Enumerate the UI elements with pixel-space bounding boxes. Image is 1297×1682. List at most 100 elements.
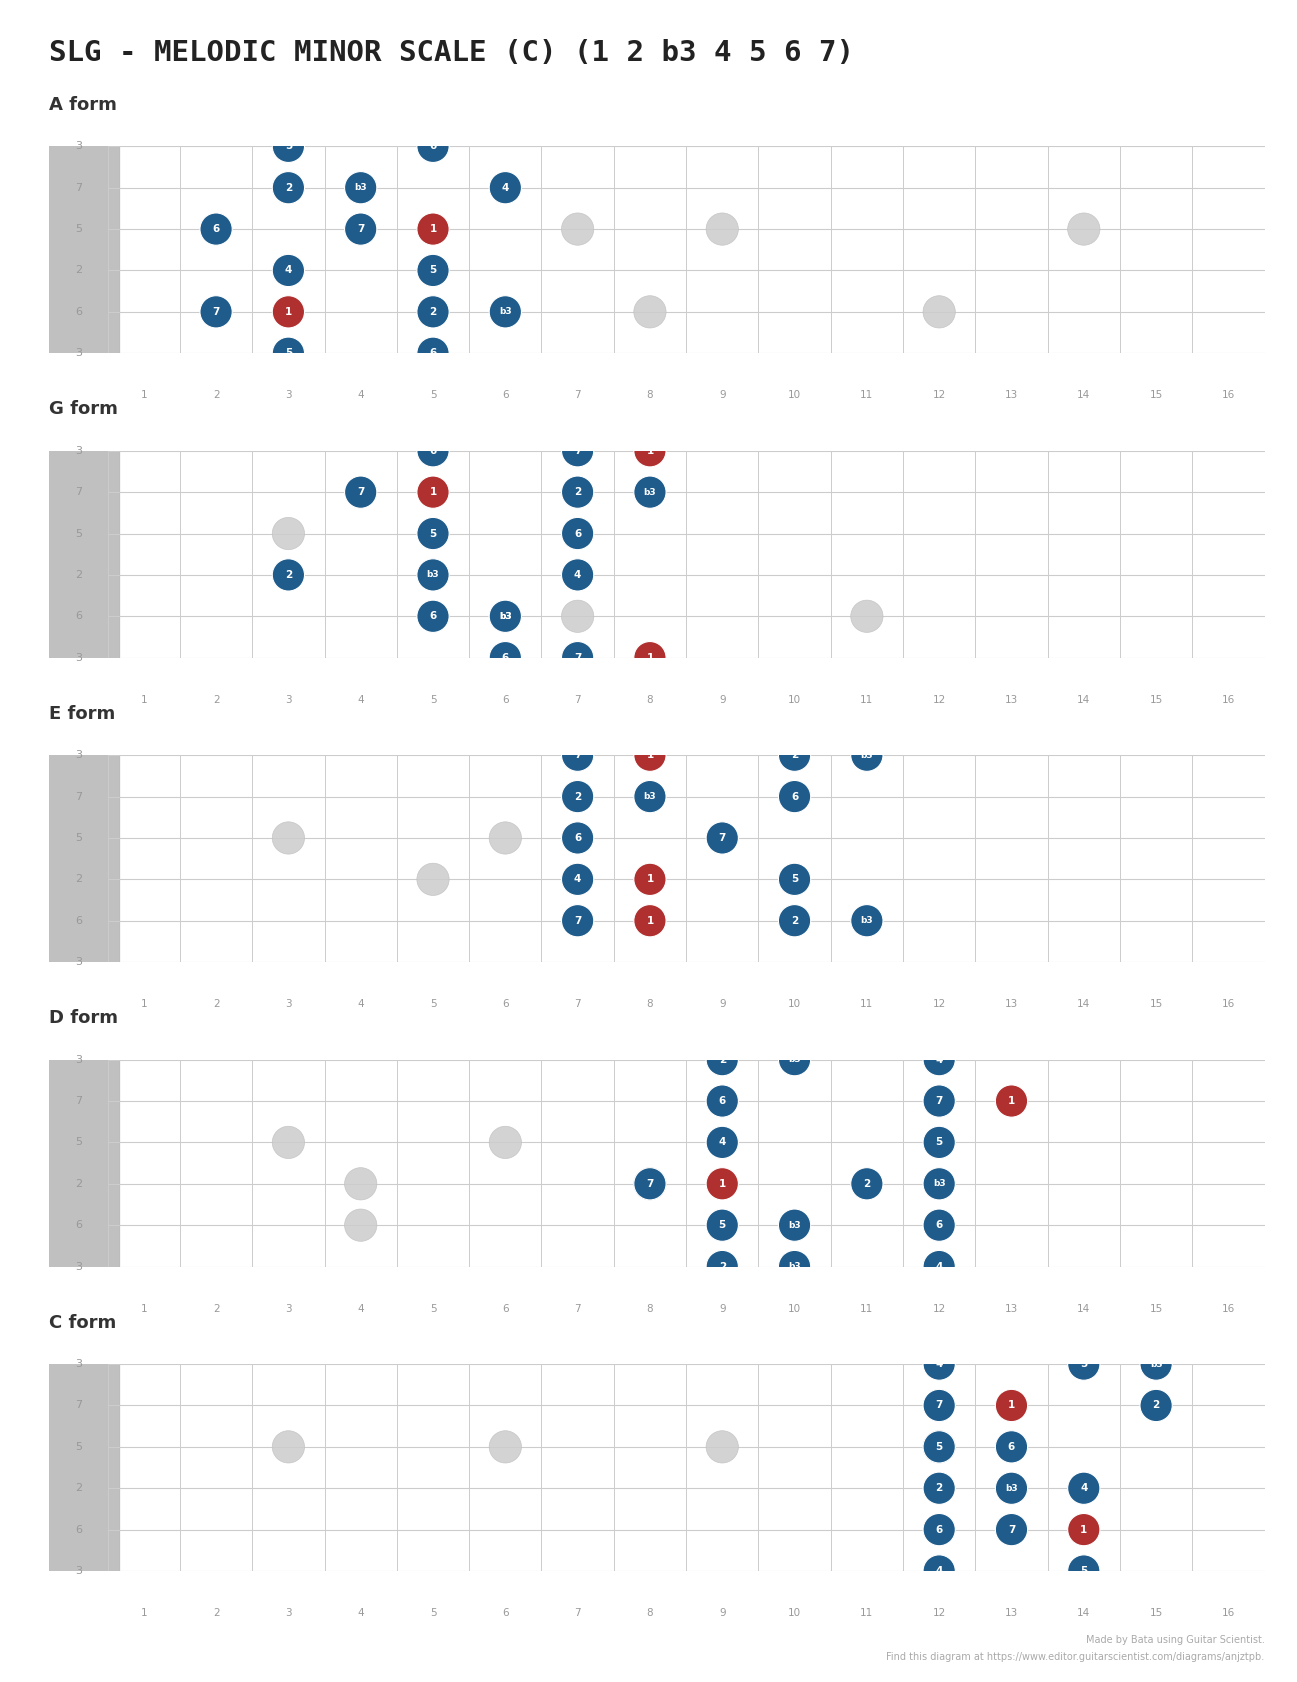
Ellipse shape — [706, 1085, 738, 1117]
Ellipse shape — [272, 336, 305, 370]
Ellipse shape — [995, 1472, 1027, 1504]
Ellipse shape — [562, 434, 594, 468]
Text: 15: 15 — [1149, 999, 1162, 1009]
Text: 3: 3 — [75, 446, 82, 456]
Ellipse shape — [489, 641, 521, 674]
Text: 11: 11 — [860, 390, 873, 400]
Text: 15: 15 — [1149, 1608, 1162, 1618]
Ellipse shape — [489, 600, 521, 632]
Text: b3: b3 — [499, 612, 511, 621]
Text: 6: 6 — [429, 141, 437, 151]
Text: 9: 9 — [719, 1304, 725, 1314]
Ellipse shape — [416, 600, 449, 632]
Ellipse shape — [634, 780, 667, 812]
Text: 3: 3 — [75, 1262, 82, 1272]
Text: 1: 1 — [646, 875, 654, 885]
FancyBboxPatch shape — [38, 449, 119, 659]
Ellipse shape — [706, 1431, 738, 1463]
Text: 5: 5 — [429, 1304, 436, 1314]
Text: 4: 4 — [358, 1304, 364, 1314]
Text: 7: 7 — [646, 1179, 654, 1189]
Text: 16: 16 — [1222, 390, 1235, 400]
Text: 2: 2 — [791, 750, 798, 760]
Text: 7: 7 — [575, 446, 581, 456]
Text: 3: 3 — [285, 1304, 292, 1314]
Ellipse shape — [778, 1250, 811, 1283]
Text: 7: 7 — [575, 915, 581, 925]
Text: 1: 1 — [646, 446, 654, 456]
Text: 7: 7 — [575, 999, 581, 1009]
Text: 2: 2 — [285, 570, 292, 580]
Text: b3: b3 — [789, 1055, 800, 1065]
Text: 2: 2 — [575, 792, 581, 802]
Text: 6: 6 — [502, 653, 508, 663]
Text: 3: 3 — [75, 141, 82, 151]
Text: 2: 2 — [429, 306, 437, 316]
Text: 1: 1 — [646, 915, 654, 925]
Text: 6: 6 — [935, 1524, 943, 1534]
Ellipse shape — [272, 130, 305, 163]
Text: 6: 6 — [75, 611, 82, 621]
Text: b3: b3 — [427, 570, 440, 579]
Text: b3: b3 — [354, 183, 367, 192]
FancyBboxPatch shape — [38, 145, 119, 355]
Text: 5: 5 — [719, 1219, 726, 1230]
Ellipse shape — [1140, 1389, 1172, 1421]
Ellipse shape — [562, 822, 594, 854]
Text: 6: 6 — [75, 1524, 82, 1534]
Text: 1: 1 — [1008, 1401, 1016, 1411]
Text: 2: 2 — [75, 1484, 82, 1494]
Text: 6: 6 — [502, 999, 508, 1009]
Ellipse shape — [562, 641, 594, 674]
Text: 7: 7 — [719, 833, 726, 843]
Ellipse shape — [634, 863, 667, 895]
Text: 2: 2 — [575, 488, 581, 498]
Text: 6: 6 — [719, 1097, 726, 1107]
Ellipse shape — [634, 641, 667, 674]
Text: 5: 5 — [429, 528, 437, 538]
Text: 7: 7 — [213, 306, 219, 316]
Ellipse shape — [562, 518, 594, 550]
Text: 1: 1 — [140, 390, 147, 400]
Ellipse shape — [923, 1389, 956, 1421]
Text: 2: 2 — [285, 183, 292, 193]
Text: 15: 15 — [1149, 1304, 1162, 1314]
Text: 3: 3 — [75, 1359, 82, 1369]
Ellipse shape — [416, 336, 449, 370]
Text: 5: 5 — [429, 1608, 436, 1618]
Ellipse shape — [995, 1431, 1027, 1463]
Text: 14: 14 — [1078, 695, 1091, 705]
Ellipse shape — [995, 1389, 1027, 1421]
Text: 9: 9 — [719, 390, 725, 400]
Ellipse shape — [778, 738, 811, 772]
Text: 2: 2 — [75, 266, 82, 276]
FancyBboxPatch shape — [38, 1058, 119, 1268]
Ellipse shape — [272, 822, 305, 854]
Text: 7: 7 — [75, 488, 82, 498]
Text: 7: 7 — [357, 488, 364, 498]
Ellipse shape — [562, 738, 594, 772]
Text: b3: b3 — [643, 488, 656, 496]
Ellipse shape — [778, 1043, 811, 1076]
Ellipse shape — [272, 172, 305, 204]
Ellipse shape — [416, 254, 449, 286]
Ellipse shape — [995, 1514, 1027, 1546]
Text: 6: 6 — [502, 1608, 508, 1618]
Text: 6: 6 — [429, 611, 437, 621]
Ellipse shape — [1067, 1347, 1100, 1381]
Ellipse shape — [416, 518, 449, 550]
Text: 3: 3 — [75, 957, 82, 967]
Text: 7: 7 — [75, 1401, 82, 1411]
Text: 1: 1 — [646, 750, 654, 760]
Text: b3: b3 — [860, 750, 873, 760]
Text: 7: 7 — [575, 1608, 581, 1618]
Text: 4: 4 — [719, 1137, 726, 1147]
Ellipse shape — [923, 1431, 956, 1463]
Text: 1: 1 — [140, 695, 147, 705]
Ellipse shape — [923, 1085, 956, 1117]
Text: 12: 12 — [933, 695, 946, 705]
Text: 6: 6 — [935, 1219, 943, 1230]
Ellipse shape — [1067, 1554, 1100, 1588]
Text: 6: 6 — [75, 306, 82, 316]
Text: 1: 1 — [429, 488, 437, 498]
